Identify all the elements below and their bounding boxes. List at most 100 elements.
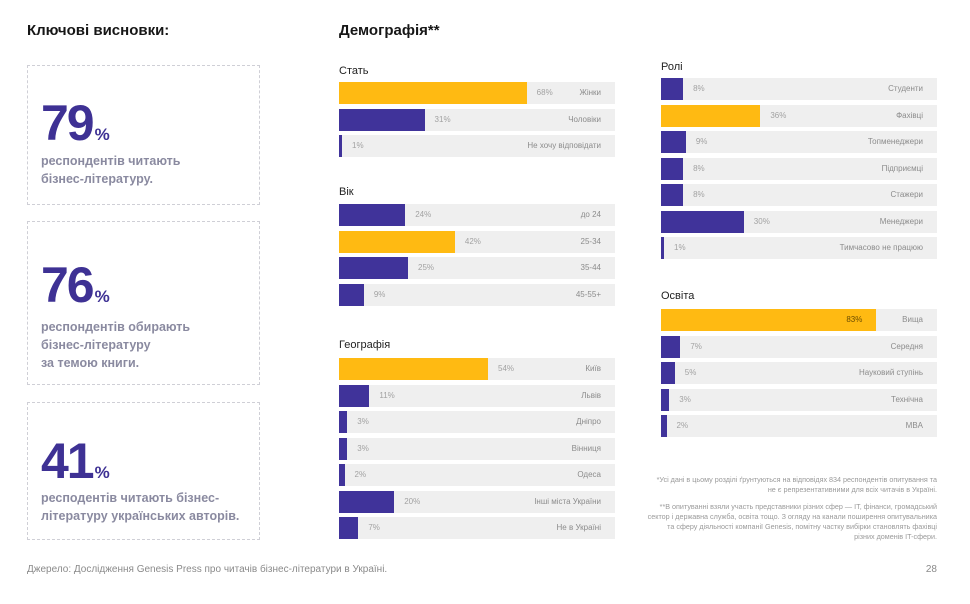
bar: [339, 358, 489, 380]
bar-row: 25% 35-44: [339, 257, 615, 279]
bar: [339, 411, 348, 433]
bar-row: 8% Підприємці: [661, 157, 937, 180]
bar-value-label: 8%: [693, 190, 705, 199]
key-findings-title: Ключові висновки:: [27, 22, 170, 39]
bar: [339, 204, 406, 226]
bar-value-label: 9%: [695, 137, 708, 146]
bar-row: 2% MBA: [661, 415, 937, 437]
bar-category-label: Дніпро: [576, 417, 601, 426]
bar-row: 3% Технічна: [661, 388, 937, 411]
bar-value-label: 25%: [418, 263, 435, 272]
bar: [339, 283, 364, 306]
bar-value-label: 2%: [676, 421, 689, 430]
bar-category-label: 45-55+: [575, 289, 601, 299]
bar-value-label: 3%: [357, 443, 369, 453]
finding-card: 79% респондентів читають бізнес-літерату…: [27, 65, 260, 205]
bar-category-label: Вища: [902, 315, 923, 324]
finding-text: респодентів читають бізнес- літературу у…: [41, 491, 240, 523]
bar-category-label: Фахівці: [896, 110, 923, 120]
bar-row: 42% 25-34: [339, 230, 615, 253]
finding-percent: 41%: [41, 436, 110, 486]
bar-row: 3% Дніпро: [339, 411, 615, 433]
bar-row: 31% Чоловіки: [339, 108, 615, 131]
bar-value-label: 3%: [357, 417, 369, 426]
bar: [339, 135, 342, 157]
chart-title-roles: Ролі: [661, 61, 683, 73]
bar-category-label: Одеса: [577, 470, 601, 479]
bar-value-label: 9%: [373, 289, 386, 299]
bar-value-label: 8%: [693, 163, 705, 173]
bar: [339, 230, 455, 253]
bar-row: 1% Тимчасово не працюю: [661, 237, 937, 259]
bar: [661, 415, 667, 437]
bar-row: 9% 45-55+: [339, 283, 615, 306]
bar: [339, 517, 359, 539]
bar-row: 8% Стажери: [661, 184, 937, 206]
chart-roles: 8% Студенти 36% Фахівці 9% Топменеджери 8% Підп…: [661, 78, 937, 264]
percent-sign: %: [94, 125, 110, 144]
bar-value-label: 11%: [379, 390, 395, 400]
footnote-2: **В опитуванні взяли участь представники…: [647, 502, 937, 541]
bar-value-label: 20%: [404, 496, 421, 506]
bar-row: 20% Інші міста України: [339, 490, 615, 513]
bar-category-label: до 24: [580, 210, 601, 219]
bar-category-label: Чоловіки: [568, 114, 601, 124]
percent-sign: %: [94, 463, 110, 482]
bar-row: 9% Топменеджери: [661, 131, 937, 153]
finding-card: 41% респодентів читають бізнес- літерату…: [27, 402, 260, 540]
bar-category-label: Стажери: [890, 190, 923, 199]
bar-value-label: 83%: [846, 315, 863, 324]
bar-value-label: 68%: [536, 88, 553, 97]
bar: [661, 131, 686, 153]
bar: [339, 384, 370, 407]
bar-value-label: 36%: [770, 110, 787, 120]
bar-row: 5% Науковий ступінь: [661, 362, 937, 384]
chart-title-education: Освіта: [661, 290, 695, 302]
bar: [339, 257, 408, 279]
chart-title-geography: Географія: [339, 339, 391, 351]
bar: [661, 157, 684, 180]
bar-category-label: Вінниця: [571, 443, 601, 453]
bar-category-label: Тимчасово не працюю: [839, 243, 923, 252]
bar: [661, 237, 664, 259]
bar: [661, 309, 877, 331]
bar-row: 54% Київ: [339, 358, 615, 380]
bar-category-label: MBA: [905, 421, 923, 430]
chart-age: 24% до 24 42% 25-34 25% 35-44 9% 45-55+: [339, 204, 615, 310]
bar-category-label: 25-34: [580, 236, 601, 246]
bar: [339, 464, 345, 486]
bar-row: 1% Не хочу відповідати: [339, 135, 615, 157]
bar-value-label: 1%: [674, 243, 686, 252]
bar-value-label: 31%: [434, 114, 451, 124]
bar-row: 83% Вища: [661, 309, 937, 331]
finding-percent: 79%: [41, 98, 110, 148]
bar-value-label: 8%: [693, 84, 705, 93]
finding-text: респондентів обирають бізнес-літературу …: [41, 320, 191, 370]
bar: [661, 184, 684, 206]
bar-value-label: 1%: [352, 141, 364, 150]
finding-number: 76: [41, 257, 95, 313]
bar: [661, 362, 675, 384]
bar-category-label: Студенти: [888, 84, 923, 93]
bar-value-label: 54%: [498, 364, 515, 373]
bar: [661, 335, 681, 358]
bar-row: 2% Одеса: [339, 464, 615, 486]
bar-value-label: 42%: [464, 236, 481, 246]
chart-title-age: Вік: [339, 186, 354, 198]
bar-value-label: 2%: [354, 470, 367, 479]
bar: [661, 388, 670, 411]
bar-category-label: Жінки: [579, 88, 601, 97]
bar: [661, 210, 744, 233]
bar: [339, 490, 395, 513]
bar-category-label: Технічна: [891, 394, 923, 404]
bar: [661, 104, 761, 127]
finding-percent: 76%: [41, 260, 110, 310]
bar-row: 36% Фахівці: [661, 104, 937, 127]
bar-value-label: 30%: [753, 216, 770, 226]
chart-gender: 68% Жінки 31% Чоловіки 1% Не хочу відповідати: [339, 82, 615, 162]
bar-row: 24% до 24: [339, 204, 615, 226]
bar-category-label: Підприємці: [881, 163, 923, 173]
bar-row: 68% Жінки: [339, 82, 615, 104]
bar-row: 7% Не в Україні: [339, 517, 615, 539]
bar: [339, 437, 348, 460]
